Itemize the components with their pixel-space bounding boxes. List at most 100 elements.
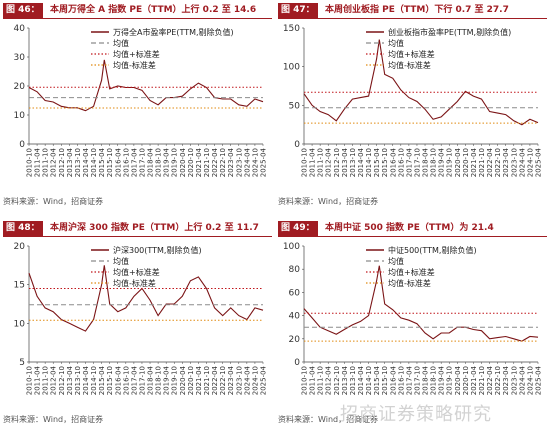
- x-tick-label: 2014-10: [90, 148, 98, 177]
- x-tick-label: 2014-10: [365, 366, 373, 395]
- x-tick-label: 2019-04: [438, 365, 446, 395]
- figure-title-row: 图 47： 本周创业板指 PE（TTM）下行 0.7 至 27.7: [278, 3, 547, 19]
- title-underline: [3, 18, 272, 19]
- x-tick-label: 2020-04: [454, 147, 462, 177]
- x-tick-label: 2011-10: [317, 366, 325, 395]
- x-tick-label: 2015-10: [381, 366, 389, 395]
- y-tick-label: 40: [289, 312, 301, 322]
- x-tick-label: 2013-10: [74, 366, 82, 395]
- y-tick-label: 15: [14, 281, 25, 291]
- x-tick-label: 2021-04: [470, 147, 478, 177]
- x-tick-label: 2012-04: [325, 365, 333, 395]
- y-tick-label: 0: [19, 140, 25, 150]
- x-tick-label: 2021-04: [470, 365, 478, 395]
- x-tick-label: 2023-10: [235, 148, 243, 177]
- x-tick-label: 2019-04: [163, 365, 171, 395]
- y-tick-label: 20: [14, 242, 26, 252]
- y-tick-label: 100: [283, 63, 300, 73]
- y-tick-label: 40: [14, 24, 26, 34]
- figure-title-row: 图 46： 本周万得全 A 指数 PE（TTM）上行 0.2 至 14.6: [3, 3, 272, 19]
- x-tick-label: 2011-04: [309, 365, 317, 395]
- x-tick-label: 2018-04: [147, 365, 155, 395]
- x-tick-label: 2025-04: [260, 365, 268, 395]
- x-tick-label: 2022-04: [486, 365, 494, 395]
- legend-mean-minus-std-label: 均值-标准差: [113, 278, 156, 288]
- x-tick-label: 2018-10: [155, 148, 163, 177]
- x-tick-label: 2014-10: [365, 148, 373, 177]
- x-tick-label: 2010-10: [301, 366, 309, 395]
- x-tick-label: 2016-04: [114, 365, 122, 395]
- figure-title-row: 图 48： 本周沪深 300 指数 PE（TTM）上行 0.2 至 11.7: [3, 221, 272, 237]
- x-tick-label: 2015-04: [373, 365, 381, 395]
- x-tick-label: 2012-04: [50, 147, 58, 177]
- x-tick-label: 2024-10: [251, 366, 259, 395]
- x-tick-label: 2017-10: [413, 366, 421, 395]
- y-tick-label: 100: [283, 242, 300, 252]
- x-tick-label: 2024-04: [518, 365, 526, 395]
- x-tick-label: 2013-04: [341, 365, 349, 395]
- x-tick-label: 2012-04: [50, 365, 58, 395]
- x-tick-label: 2022-04: [486, 147, 494, 177]
- figure-title: 本周创业板指 PE（TTM）下行 0.7 至 27.7: [325, 5, 509, 15]
- x-tick-label: 2019-10: [446, 366, 454, 395]
- source-note: 资料来源：Wind，招商证券: [278, 197, 379, 206]
- x-tick-label: 2012-10: [58, 148, 66, 177]
- legend-series-pe-label: 沪深300(TTM,剔除负值): [113, 245, 202, 255]
- title-underline: [278, 18, 547, 19]
- x-tick-label: 2014-04: [82, 365, 90, 395]
- x-tick-label: 2025-04: [535, 147, 543, 177]
- series-line-pe: [303, 39, 539, 126]
- x-tick-label: 2019-10: [171, 148, 179, 177]
- x-tick-label: 2021-04: [195, 147, 203, 177]
- x-tick-label: 2013-10: [349, 366, 357, 395]
- x-tick-label: 2012-04: [325, 147, 333, 177]
- x-tick-label: 2021-10: [203, 148, 211, 177]
- legend-mean-plus-std-label: 均值+标准差: [388, 267, 435, 277]
- x-tick-label: 2013-10: [74, 148, 82, 177]
- x-tick-label: 2022-10: [494, 148, 502, 177]
- x-tick-label: 2021-10: [478, 366, 486, 395]
- x-tick-label: 2020-10: [462, 366, 470, 395]
- x-tick-label: 2011-10: [42, 366, 50, 395]
- x-tick-label: 2012-10: [333, 366, 341, 395]
- x-tick-label: 2019-04: [438, 147, 446, 177]
- x-tick-label: 2015-04: [373, 147, 381, 177]
- x-tick-label: 2022-10: [494, 366, 502, 395]
- x-tick-label: 2011-10: [42, 148, 50, 177]
- x-tick-label: 2011-04: [34, 365, 42, 395]
- x-tick-label: 2013-04: [66, 365, 74, 395]
- x-tick-label: 2019-10: [171, 366, 179, 395]
- x-tick-label: 2023-04: [502, 147, 510, 177]
- x-tick-label: 2010-10: [301, 148, 309, 177]
- chart-panel-csi500: 图 49： 本周中证 500 指数 PE（TTM）为 21.4 0 20 40 60 8…: [278, 218, 547, 436]
- legend-mean-label: 均值: [388, 38, 404, 48]
- series-line-pe: [28, 59, 264, 112]
- x-tick-label: 2016-10: [122, 148, 130, 177]
- figure-label: 图 49：: [278, 221, 318, 236]
- x-tick-label: 2016-04: [389, 365, 397, 395]
- y-tick-label: 50: [289, 101, 301, 111]
- x-tick-label: 2022-04: [211, 365, 219, 395]
- chart-panel-csi300: 图 48： 本周沪深 300 指数 PE（TTM）上行 0.2 至 11.7 5…: [3, 218, 272, 436]
- x-tick-label: 2015-04: [98, 147, 106, 177]
- legend-mean-minus-std-label: 均值-标准差: [113, 60, 156, 70]
- x-tick-label: 2014-04: [357, 365, 365, 395]
- legend-mean-plus-std-label: 均值+标准差: [113, 267, 160, 277]
- x-tick-label: 2014-04: [82, 147, 90, 177]
- x-tick-label: 2016-04: [114, 147, 122, 177]
- x-tick-label: 2018-04: [422, 147, 430, 177]
- x-tick-label: 2019-04: [163, 147, 171, 177]
- x-tick-label: 2021-10: [203, 366, 211, 395]
- chart-panel-chinext: 图 47： 本周创业板指 PE（TTM）下行 0.7 至 27.7 0 50 100…: [278, 0, 547, 218]
- x-tick-label: 2024-04: [243, 365, 251, 395]
- legend-mean-plus-std-label: 均值+标准差: [388, 49, 435, 59]
- x-tick-label: 2016-10: [397, 366, 405, 395]
- x-tick-label: 2012-10: [333, 148, 341, 177]
- x-tick-label: 2018-10: [155, 366, 163, 395]
- legend-series-pe-label: 万得全A市盈率PE(TTM,剔除负值): [113, 27, 234, 37]
- x-tick-label: 2016-10: [397, 148, 405, 177]
- y-tick-label: 30: [14, 53, 26, 63]
- x-tick-label: 2015-04: [98, 365, 106, 395]
- x-tick-label: 2012-10: [58, 366, 66, 395]
- y-tick-label: 10: [14, 111, 26, 121]
